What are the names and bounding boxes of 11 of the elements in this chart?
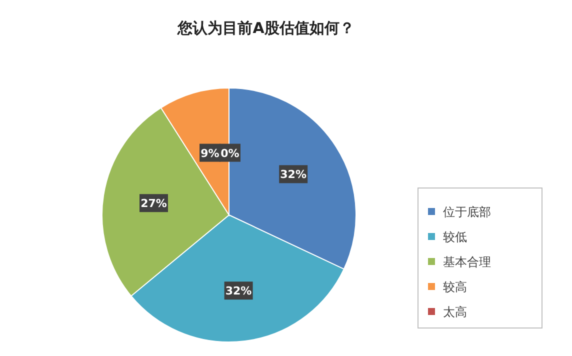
legend-label: 基本合理 bbox=[443, 255, 491, 269]
legend-label: 较高 bbox=[443, 280, 467, 294]
text: 0% bbox=[220, 146, 240, 160]
chart-title: 您认为目前A股估值如何？ bbox=[176, 19, 354, 37]
data-label: 32% bbox=[225, 284, 252, 298]
legend-label: 位于底部 bbox=[443, 205, 491, 219]
data-label: 32% bbox=[280, 168, 307, 182]
data-label: 27% bbox=[140, 197, 167, 210]
data-label: 9% bbox=[200, 146, 220, 160]
legend-label: 太高 bbox=[443, 305, 467, 319]
legend-label: 较低 bbox=[443, 230, 467, 244]
